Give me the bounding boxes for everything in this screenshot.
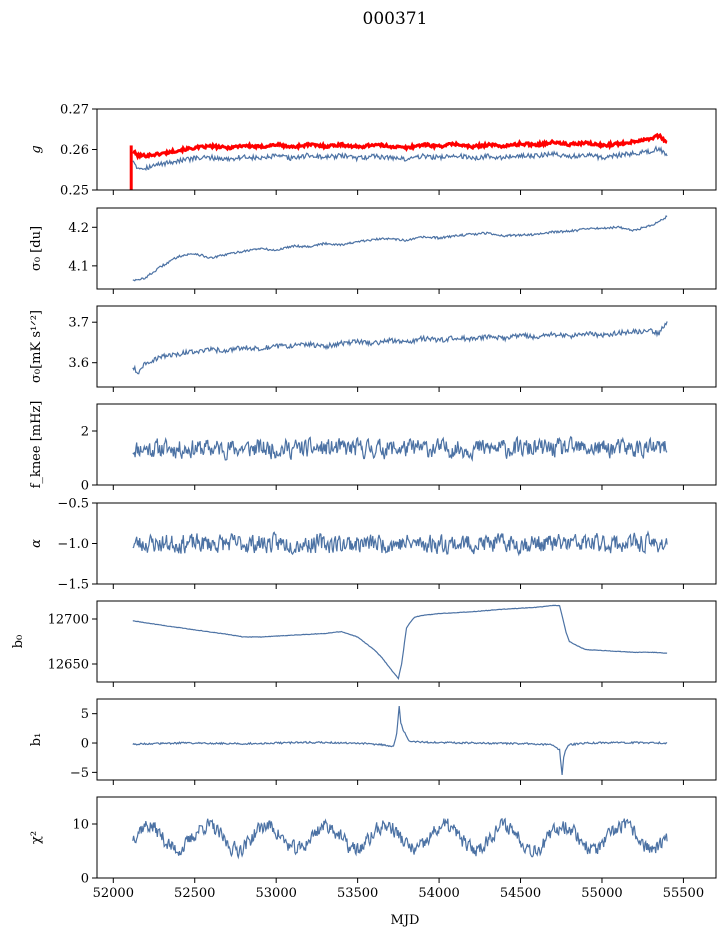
- y-axis-label-g: g: [29, 145, 44, 153]
- y-axis-label-b1: b₁: [29, 733, 44, 747]
- y-tick-label-b0: 12650: [48, 658, 89, 673]
- panel-chi2: 0 10 52000 52500 53000 53500 54000 54500 55000 55…: [29, 796, 717, 901]
- panel-alpha: −1.5 −1.0 −0.5 α: [29, 497, 717, 593]
- y-tick-label-alpha: −1.0: [57, 537, 89, 552]
- y-tick-label-b0: 12700: [48, 613, 89, 628]
- figure-title: 000371: [363, 9, 428, 29]
- axes-frame-b0: [96, 600, 717, 683]
- y-axis-label-chi2: χ²: [29, 831, 44, 844]
- x-axis-label: MJD: [391, 913, 420, 928]
- y-tick-label-chi2: 10: [72, 818, 89, 833]
- y-tick-label-chi2: 0: [81, 872, 89, 887]
- y-axis-label-sigma-mks: σ₀[mK s¹ᐟ²]: [29, 310, 44, 383]
- y-tick-label-b1: −5: [70, 766, 89, 781]
- x-tick-label: 54500: [500, 886, 541, 901]
- y-tick-label-sigma-mks: 3.6: [68, 356, 89, 371]
- y-tick-label-g: 0.25: [60, 184, 89, 199]
- y-axis-label-sigma-du: σ₀ [du]: [29, 226, 44, 271]
- series-line-sigma-du-0: [132, 215, 668, 282]
- axes-frame-fknee: [96, 403, 717, 486]
- y-tick-label-sigma-du: 4.2: [68, 221, 89, 236]
- series-line-sigma-mks-0: [132, 321, 668, 375]
- x-tick-label: 55000: [581, 886, 622, 901]
- y-tick-label-b1: 5: [81, 707, 89, 722]
- panel-g: 0.25 0.26 0.27 g: [29, 103, 717, 199]
- series-line-g-0: [132, 145, 668, 172]
- x-tick-label: 53000: [256, 886, 297, 901]
- series-line-fknee-0: [132, 435, 668, 462]
- y-tick-label-fknee: 0: [81, 479, 89, 494]
- series-line-alpha-0: [132, 530, 668, 557]
- axes-frame-sigma-mks: [96, 305, 717, 388]
- panel-b1: −5 0 5 b₁: [29, 698, 717, 785]
- panels: 0.25 0.26 0.27 g 4.1 4.2 σ₀ [du] 3.6 3.7 σ₀[mK s¹…: [11, 103, 717, 901]
- axes-frame-sigma-du: [96, 207, 717, 290]
- x-tick-label: 53500: [337, 886, 378, 901]
- y-tick-label-g: 0.26: [60, 143, 89, 158]
- series-line-chi2-0: [132, 817, 668, 860]
- y-axis-label-b0: b₀: [11, 635, 26, 649]
- x-tick-label: 54000: [418, 886, 459, 901]
- y-tick-label-fknee: 2: [81, 425, 89, 440]
- panel-fknee: 0 2 f_knee [mHz]: [29, 401, 717, 494]
- x-tick-label: 52500: [174, 886, 215, 901]
- series-line-b0-0: [132, 604, 668, 680]
- y-axis-label-alpha: α: [29, 539, 44, 548]
- y-tick-label-sigma-mks: 3.7: [68, 316, 89, 331]
- series-line-b1-0: [132, 706, 668, 775]
- y-tick-label-g: 0.27: [60, 103, 89, 118]
- y-axis-label-fknee: f_knee [mHz]: [29, 401, 44, 489]
- axes-frame-chi2: [96, 796, 717, 879]
- x-tick-label: 55500: [663, 886, 704, 901]
- panel-sigma-mks: 3.6 3.7 σ₀[mK s¹ᐟ²]: [29, 305, 717, 392]
- y-tick-label-alpha: −1.5: [57, 578, 89, 593]
- series-line-g-1: [132, 132, 668, 161]
- panel-sigma-du: 4.1 4.2 σ₀ [du]: [29, 207, 717, 294]
- panel-b0: 12650 12700 b₀: [11, 600, 717, 687]
- y-tick-label-sigma-du: 4.1: [68, 259, 89, 274]
- x-tick-label: 52000: [93, 886, 134, 901]
- y-tick-label-b1: 0: [81, 737, 89, 752]
- axes-frame-b1: [96, 698, 717, 781]
- y-tick-label-alpha: −0.5: [57, 497, 89, 512]
